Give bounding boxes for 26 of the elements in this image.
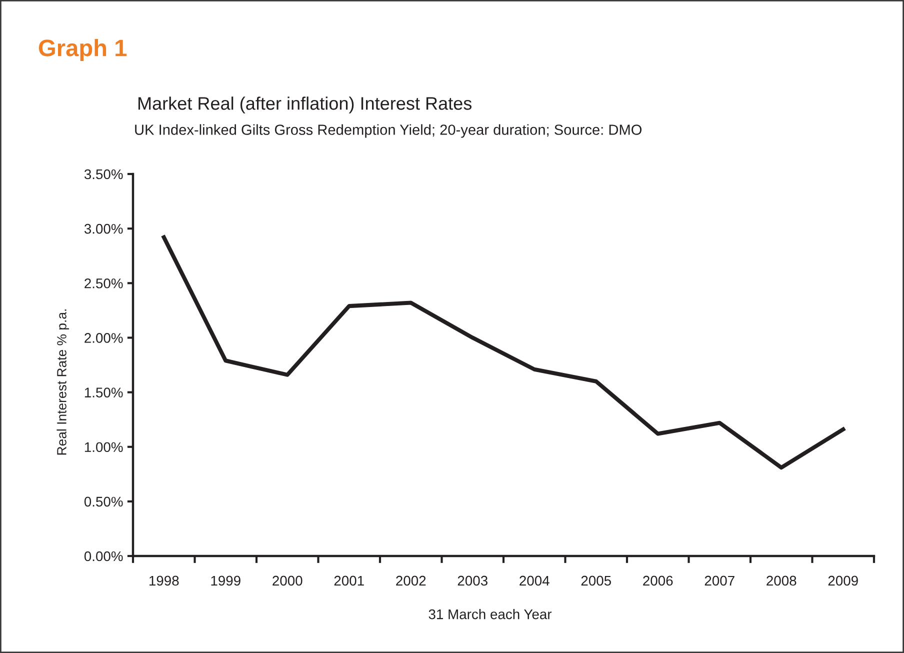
y-tick-label: 0.00% [84, 551, 123, 562]
y-tick-label: 1.50% [84, 388, 123, 398]
x-tick-label: 2009 [828, 576, 858, 586]
x-tick-label: 1999 [211, 576, 240, 586]
x-tick-label: 1998 [149, 576, 179, 586]
x-tick-label: 2001 [334, 576, 364, 586]
x-tick-label: 2006 [643, 576, 673, 586]
y-tick-label: 0.50% [84, 496, 123, 507]
chart-subtitle: UK Index-linked Gilts Gross Redemption Yield; 20-year duration; Source: DMO [135, 124, 642, 138]
y-tick-label: 3.00% [84, 224, 123, 234]
y-tick-label: 2.50% [84, 278, 123, 288]
x-tick-label: 2002 [396, 576, 426, 586]
y-tick-label: 1.00% [84, 442, 123, 452]
y-axis-title: Real Interest Rate % p.a. [56, 309, 69, 455]
x-tick-label: 2003 [458, 576, 488, 586]
x-tick-label: 2008 [766, 576, 796, 586]
x-axis-title: 31 March each Year [428, 609, 552, 620]
caption: Graph 1 [38, 38, 127, 62]
x-tick-label: 2004 [520, 576, 550, 586]
y-tick-label: 2.00% [84, 333, 123, 343]
y-tick-label: 3.50% [84, 169, 123, 180]
x-tick-label: 2000 [272, 576, 302, 586]
chart-title: Market Real (after inflation) Interest Rates [138, 96, 472, 114]
line-series [162, 235, 846, 470]
x-tick-label: 2007 [704, 576, 734, 586]
x-tick-label: 2005 [581, 576, 611, 586]
